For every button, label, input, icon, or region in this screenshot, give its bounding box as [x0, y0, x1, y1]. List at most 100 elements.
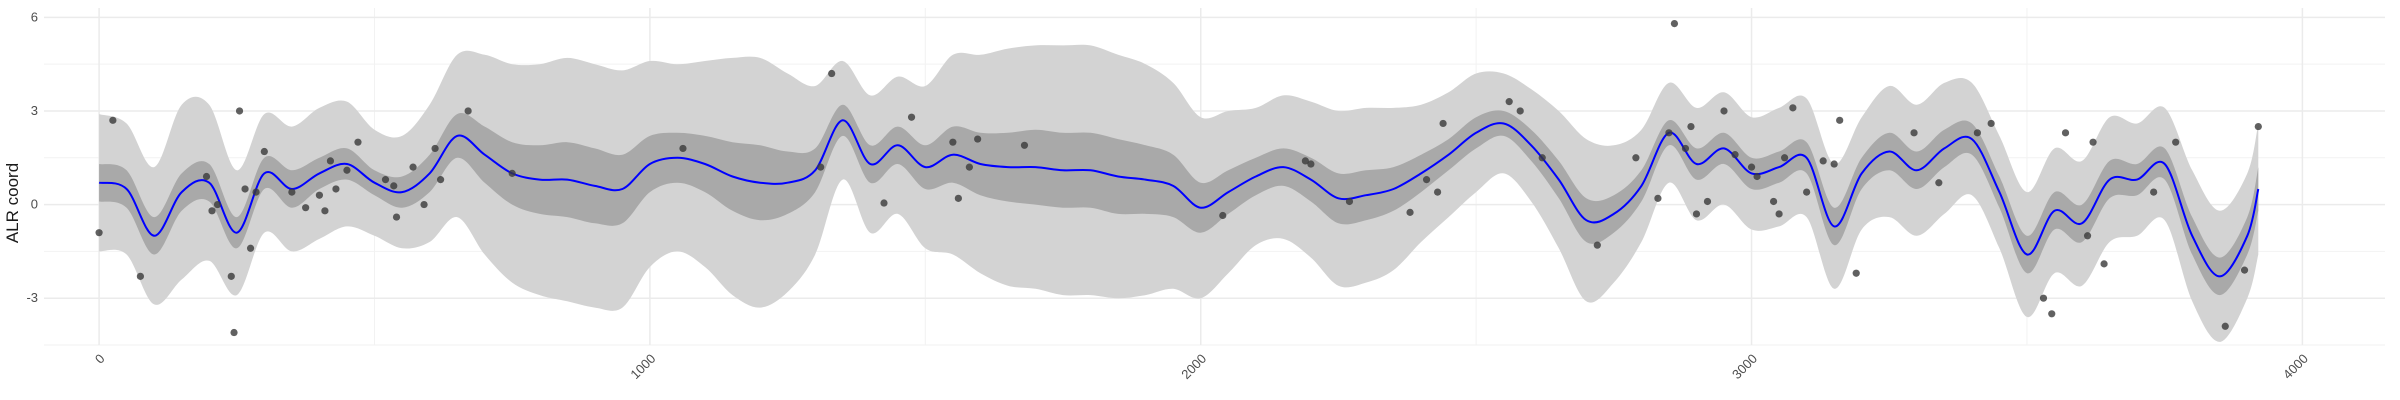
- data-point: [1703, 197, 1712, 206]
- data-point: [2254, 122, 2262, 131]
- y-tick-label: -3: [26, 290, 38, 305]
- data-point: [2240, 266, 2249, 274]
- data-point: [230, 328, 238, 337]
- data-point: [907, 113, 916, 121]
- data-point: [1836, 116, 1844, 124]
- data-point: [1422, 176, 1431, 184]
- data-point: [965, 163, 973, 171]
- data-point: [1720, 107, 1728, 115]
- x-tick-label: 2000: [1178, 351, 1209, 382]
- data-point: [381, 176, 390, 184]
- data-point: [1516, 107, 1524, 115]
- data-point: [332, 185, 340, 193]
- data-point: [326, 157, 335, 165]
- data-point: [1731, 151, 1739, 159]
- data-point: [109, 116, 117, 124]
- data-point: [1020, 141, 1029, 149]
- data-point: [409, 163, 417, 171]
- data-point: [880, 199, 888, 207]
- data-point: [1433, 188, 1442, 196]
- data-point: [235, 107, 244, 115]
- data-point: [954, 194, 962, 202]
- data-point: [1973, 129, 1981, 137]
- data-point: [315, 191, 324, 199]
- y-axis-tick-labels: -3 0 3 6: [26, 9, 38, 305]
- data-point: [95, 229, 103, 237]
- mean-line: [98, 119, 2260, 278]
- data-point: [679, 144, 687, 153]
- observed-points-layer: [95, 20, 2262, 337]
- data-point: [392, 213, 401, 221]
- y-tick-label: 6: [31, 9, 38, 24]
- data-point: [2039, 294, 2048, 302]
- data-point: [227, 272, 235, 280]
- data-point: [1987, 119, 1995, 128]
- data-point: [974, 135, 982, 143]
- data-point: [2048, 310, 2056, 318]
- data-point: [136, 272, 144, 280]
- data-point: [817, 163, 825, 171]
- data-point: [343, 166, 351, 174]
- data-point: [213, 200, 222, 209]
- x-axis-tick-labels: 0 1000 2000 3000 4000: [92, 351, 2311, 382]
- data-point: [2221, 322, 2229, 330]
- data-point: [2089, 138, 2097, 146]
- data-point: [1681, 144, 1690, 153]
- x-tick-label: 0: [92, 351, 108, 367]
- data-point: [1301, 157, 1309, 165]
- data-point: [1803, 188, 1811, 196]
- data-point: [288, 188, 296, 196]
- x-tick-label: 1000: [627, 351, 658, 382]
- confidence-bands: [99, 44, 2259, 342]
- data-point: [246, 244, 255, 252]
- data-point: [252, 188, 260, 196]
- data-point: [2083, 232, 2092, 240]
- data-point: [390, 182, 398, 190]
- y-tick-label: 0: [31, 197, 38, 212]
- data-point: [1670, 20, 1679, 28]
- data-point: [1219, 211, 1227, 220]
- data-point: [420, 200, 428, 209]
- data-point: [1665, 129, 1673, 137]
- data-point: [1307, 160, 1315, 168]
- data-point: [1692, 210, 1701, 218]
- data-point: [2100, 260, 2108, 268]
- data-point: [1538, 154, 1546, 162]
- data-point: [1632, 154, 1640, 162]
- x-tick-label: 3000: [1729, 351, 1760, 382]
- data-point: [260, 147, 268, 156]
- data-point: [1852, 269, 1860, 277]
- data-point: [1654, 194, 1662, 202]
- data-point: [321, 207, 329, 215]
- data-point: [949, 138, 957, 146]
- data-point: [828, 69, 836, 78]
- data-point: [302, 204, 310, 212]
- data-point: [436, 176, 445, 184]
- x-tick-label: 4000: [2280, 351, 2311, 382]
- data-point: [208, 207, 216, 215]
- inner-confidence-band: [99, 104, 2259, 296]
- data-point: [202, 172, 211, 181]
- data-point: [508, 169, 516, 177]
- data-point: [241, 185, 249, 193]
- data-point: [464, 107, 472, 115]
- data-point: [1439, 119, 1447, 128]
- data-point: [1830, 160, 1838, 168]
- y-axis-title: ALR coord: [3, 163, 22, 243]
- data-point: [1935, 179, 1943, 187]
- data-point: [1345, 197, 1354, 206]
- data-point: [1505, 98, 1513, 106]
- data-point: [2172, 138, 2180, 146]
- mean-line-layer: [98, 119, 2260, 278]
- data-point: [1747, 163, 1756, 171]
- data-point: [1775, 210, 1783, 218]
- y-tick-label: 3: [31, 103, 38, 118]
- data-point: [1789, 104, 1797, 112]
- data-point: [1781, 154, 1789, 162]
- data-point: [1687, 122, 1695, 131]
- data-point: [2061, 129, 2070, 137]
- data-point: [2150, 188, 2158, 196]
- data-point: [1753, 172, 1761, 181]
